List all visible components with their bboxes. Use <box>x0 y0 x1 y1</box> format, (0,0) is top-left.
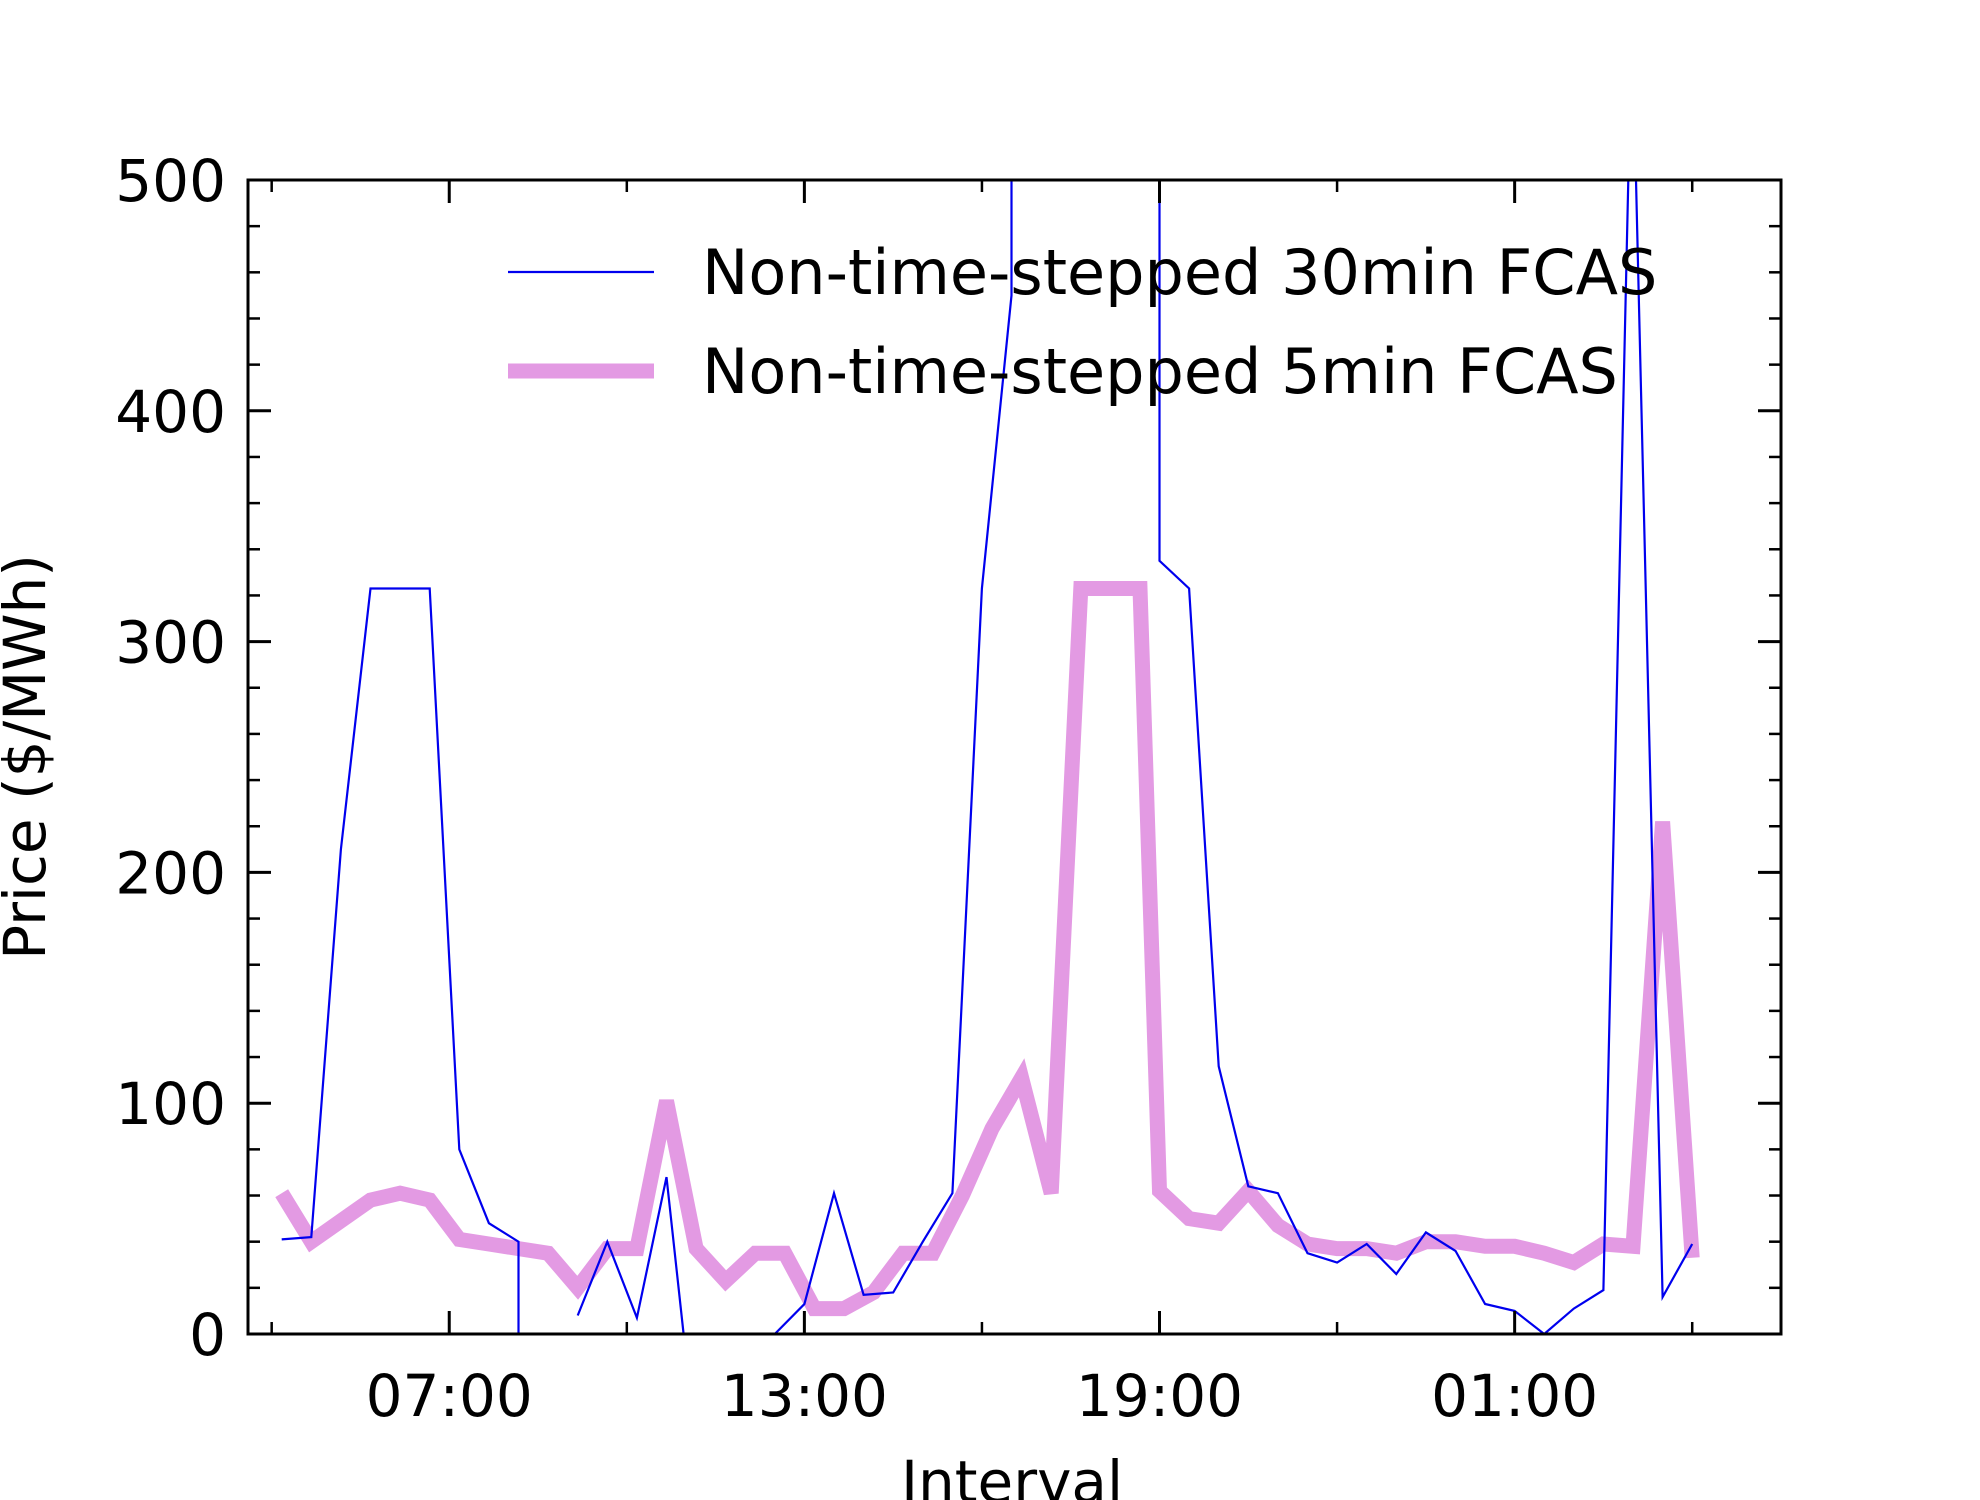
x-tick-label-2: 19:00 <box>1076 1362 1243 1430</box>
y-axis-label: Price ($/MWh) <box>0 554 59 960</box>
y-tick-label-3: 300 <box>115 609 226 677</box>
x-tick-label-3: 01:00 <box>1431 1362 1598 1430</box>
x-tick-label-0: 07:00 <box>366 1362 533 1430</box>
ticks-layer: 0 100 200 300 400 500 07:00 13:00 19:00 01:00 <box>115 147 1781 1430</box>
series-0-line-segment-4 <box>1634 180 1694 1302</box>
legend: Non-time-stepped 30min FCAS Non-time-step… <box>508 236 1657 408</box>
series-0-line-segment-0 <box>281 587 520 1334</box>
legend-label-0: Non-time-stepped 30min FCAS <box>702 236 1657 309</box>
y-tick-label-2: 200 <box>115 839 226 907</box>
legend-label-1: Non-time-stepped 5min FCAS <box>702 335 1618 408</box>
y-tick-label-1: 100 <box>115 1070 226 1138</box>
y-tick-label-5: 500 <box>115 147 226 215</box>
plot-frame <box>246 178 1783 1336</box>
series-layer <box>275 180 1700 1334</box>
series-0-line-segment-3 <box>1158 180 1630 1334</box>
y-tick-label-4: 400 <box>115 378 226 446</box>
x-axis-label: Interval <box>901 1448 1123 1500</box>
x-tick-label-1: 13:00 <box>721 1362 888 1430</box>
series-0-line-segment-2 <box>774 180 1013 1334</box>
series-0-line-segment-1 <box>576 1176 685 1334</box>
y-tick-label-0: 0 <box>189 1301 226 1369</box>
